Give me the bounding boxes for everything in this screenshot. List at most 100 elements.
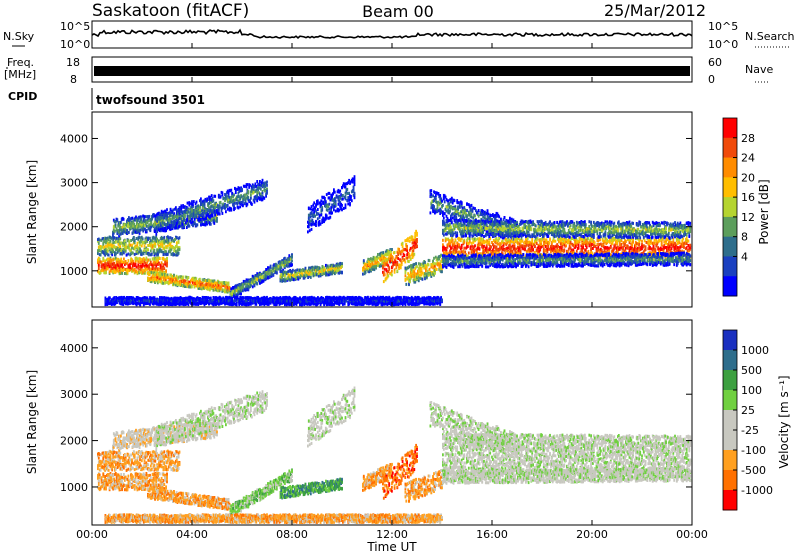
heatmap-cell xyxy=(395,260,397,263)
heatmap-cell xyxy=(98,264,100,267)
heatmap-cell xyxy=(142,230,144,233)
heatmap-cell xyxy=(142,264,144,267)
heatmap-cell xyxy=(250,284,252,287)
heatmap-cell xyxy=(230,288,232,291)
heatmap-cell xyxy=(155,233,157,236)
heatmap-cell xyxy=(147,259,149,262)
heatmap-cell xyxy=(498,237,500,240)
heatmap-cell xyxy=(335,203,337,206)
heatmap-cell xyxy=(112,250,114,253)
heatmap-cell xyxy=(264,185,266,188)
heatmap-cell xyxy=(225,281,227,284)
heatmap-cell xyxy=(191,208,193,211)
heatmap-cell xyxy=(504,249,506,252)
heatmap-cell xyxy=(121,263,123,266)
heatmap-cell xyxy=(391,273,393,276)
heatmap-cell xyxy=(291,259,293,262)
heatmap-cell xyxy=(169,214,171,217)
heatmap-cell xyxy=(176,236,178,239)
heatmap-cell xyxy=(159,217,161,220)
heatmap-cell xyxy=(490,246,492,249)
heatmap-cell xyxy=(313,201,315,204)
heatmap-cell xyxy=(397,257,399,260)
heatmap-cell xyxy=(487,210,489,213)
heatmap-cell xyxy=(343,207,345,210)
heatmap-cell xyxy=(242,204,244,207)
heatmap-cell xyxy=(429,259,431,262)
heatmap-cell xyxy=(180,210,182,213)
heatmap-cell xyxy=(195,277,197,280)
heatmap-cell xyxy=(413,263,415,266)
heatmap-cell xyxy=(447,199,449,202)
heatmap-cell xyxy=(205,217,207,220)
nsky-tick-bottom: 10^0 xyxy=(60,38,90,51)
heatmap-cell xyxy=(406,257,408,260)
heatmap-cell xyxy=(510,247,512,250)
nsky-panel: N.Sky 10^5 10^0 N.Search 10^5 10^0 xyxy=(3,20,795,51)
heatmap-cell xyxy=(346,192,348,195)
freq-bar xyxy=(94,66,690,76)
heatmap-cell xyxy=(130,239,132,242)
heatmap-cell xyxy=(409,280,411,283)
heatmap-cell xyxy=(149,273,151,276)
heatmap-cell xyxy=(459,203,461,206)
heatmap-cell xyxy=(459,251,461,254)
heatmap-cell xyxy=(416,244,418,247)
heatmap-cell xyxy=(433,205,435,208)
heatmap-cell xyxy=(319,214,321,217)
heatmap-cell xyxy=(146,225,148,228)
freq-tick-top: 18 xyxy=(66,56,80,69)
heatmap-cell xyxy=(508,238,510,241)
heatmap-cell xyxy=(150,250,152,253)
heatmap-cell xyxy=(210,223,212,226)
heatmap-cell xyxy=(310,216,312,219)
heatmap-cell xyxy=(150,239,152,242)
heatmap-cell xyxy=(137,242,139,245)
heatmap-cell xyxy=(489,217,491,220)
heatmap-cell xyxy=(184,214,186,217)
heatmap-cell xyxy=(111,237,113,240)
heatmap-cell xyxy=(110,244,112,247)
heatmap-cell xyxy=(149,215,151,218)
heatmap-cell xyxy=(107,267,109,270)
heatmap-cell xyxy=(109,265,111,268)
heatmap-cell xyxy=(398,248,400,251)
heatmap-cell xyxy=(466,215,468,218)
heatmap-cell xyxy=(147,237,149,240)
heatmap-cell xyxy=(182,204,184,207)
heatmap-cell xyxy=(141,268,143,271)
heatmap-cell xyxy=(337,263,339,266)
heatmap-cell xyxy=(229,288,231,291)
heatmap-cell xyxy=(205,214,207,217)
heatmap-cell xyxy=(211,205,213,208)
heatmap-cell xyxy=(313,211,315,214)
heatmap-cell xyxy=(504,216,506,219)
heatmap-cell xyxy=(390,254,392,257)
heatmap-cell xyxy=(472,207,474,210)
heatmap-cell xyxy=(419,274,421,277)
heatmap-cell xyxy=(204,206,206,209)
heatmap-cell xyxy=(222,207,224,210)
heatmap-cell xyxy=(314,215,316,218)
heatmap-cell xyxy=(350,195,352,198)
heatmap-cell xyxy=(482,216,484,219)
heatmap-cell xyxy=(515,248,517,251)
heatmap-cell xyxy=(187,202,189,205)
heatmap-cell xyxy=(413,249,415,252)
heatmap-cell xyxy=(439,212,441,215)
heatmap-cell xyxy=(250,197,252,200)
heatmap-cell xyxy=(487,242,489,245)
heatmap-cell xyxy=(387,274,389,277)
heatmap-cell xyxy=(164,261,166,264)
nave-label: Nave xyxy=(745,63,773,76)
nave-tick-top: 60 xyxy=(708,56,722,69)
heatmap-cell xyxy=(149,229,151,232)
heatmap-cell xyxy=(222,191,224,194)
heatmap-cell xyxy=(165,281,167,284)
heatmap-cell xyxy=(123,258,125,261)
power-heatmap xyxy=(97,175,691,306)
heatmap-cell xyxy=(468,252,470,255)
heatmap-cell xyxy=(167,244,169,247)
heatmap-cell xyxy=(182,276,184,279)
heatmap-cell xyxy=(206,208,208,211)
